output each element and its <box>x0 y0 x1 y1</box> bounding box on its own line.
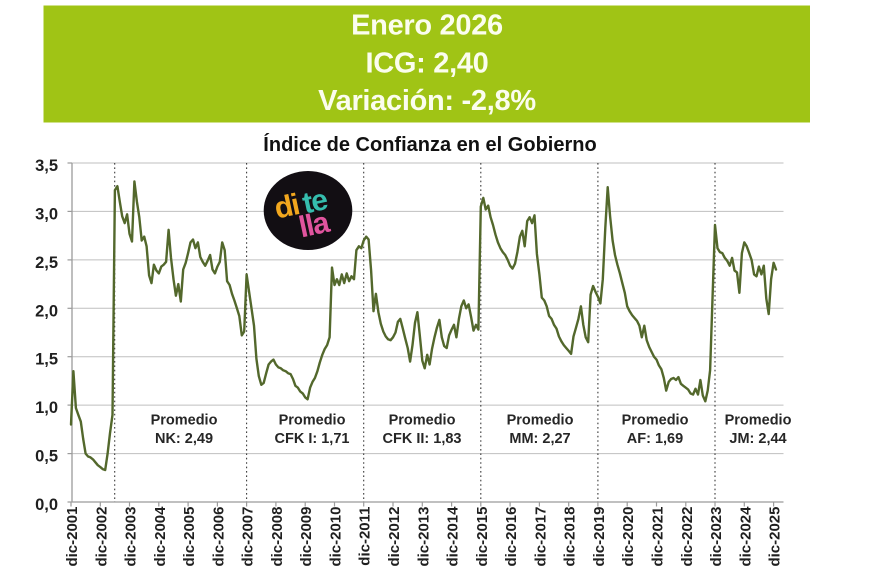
svg-text:dic-2004: dic-2004 <box>152 506 169 567</box>
svg-text:2,0: 2,0 <box>35 302 58 320</box>
svg-text:dic-2003: dic-2003 <box>123 507 140 567</box>
svg-text:dic-2016: dic-2016 <box>503 507 520 567</box>
svg-text:CFK II: 1,83: CFK II: 1,83 <box>383 431 462 447</box>
svg-text:dic-2019: dic-2019 <box>591 507 608 567</box>
svg-text:dic-2008: dic-2008 <box>269 507 286 567</box>
svg-text:dic-2009: dic-2009 <box>298 507 315 567</box>
svg-text:3,5: 3,5 <box>35 157 58 175</box>
svg-text:CFK I: 1,71: CFK I: 1,71 <box>275 431 350 447</box>
svg-text:dic-2011: dic-2011 <box>357 507 374 566</box>
svg-text:Promedio: Promedio <box>725 413 792 429</box>
svg-text:1,0: 1,0 <box>35 399 58 417</box>
svg-text:3,0: 3,0 <box>35 205 58 223</box>
svg-text:dic-2012: dic-2012 <box>386 507 403 567</box>
svg-text:0,0: 0,0 <box>35 496 58 514</box>
svg-text:Promedio: Promedio <box>151 413 218 429</box>
svg-text:dic-2021: dic-2021 <box>650 507 667 567</box>
svg-text:dic-2020: dic-2020 <box>620 507 637 567</box>
svg-text:dic-2024: dic-2024 <box>737 506 754 567</box>
svg-text:Promedio: Promedio <box>279 413 346 429</box>
svg-text:dic-2023: dic-2023 <box>708 507 725 567</box>
svg-text:dic-2013: dic-2013 <box>415 507 432 567</box>
svg-text:dic-2010: dic-2010 <box>328 507 345 567</box>
svg-text:dic-2022: dic-2022 <box>679 507 696 567</box>
svg-text:AF: 1,69: AF: 1,69 <box>627 431 683 447</box>
svg-text:Promedio: Promedio <box>622 413 689 429</box>
svg-text:dic-2002: dic-2002 <box>93 507 110 567</box>
svg-text:dic-2006: dic-2006 <box>210 507 227 567</box>
svg-text:dic-2005: dic-2005 <box>181 507 198 567</box>
svg-text:JM: 2,44: JM: 2,44 <box>729 431 786 447</box>
svg-text:Variación: -2,8%: Variación: -2,8% <box>318 85 536 117</box>
svg-text:dic-2001: dic-2001 <box>64 507 81 567</box>
svg-text:NK: 2,49: NK: 2,49 <box>155 431 213 447</box>
svg-text:MM: 2,27: MM: 2,27 <box>509 431 570 447</box>
svg-text:Promedio: Promedio <box>389 413 456 429</box>
svg-text:dic-2015: dic-2015 <box>474 507 491 567</box>
svg-text:1,5: 1,5 <box>35 351 58 369</box>
svg-text:Enero 2026: Enero 2026 <box>351 10 503 42</box>
svg-text:dic-2018: dic-2018 <box>562 507 579 567</box>
svg-text:dic-2025: dic-2025 <box>767 507 784 567</box>
svg-text:dic-2007: dic-2007 <box>240 507 257 567</box>
svg-text:2,5: 2,5 <box>35 254 58 272</box>
svg-text:Índice de Confianza en el Gobi: Índice de Confianza en el Gobierno <box>263 133 596 156</box>
svg-text:ICG: 2,40: ICG: 2,40 <box>365 48 488 80</box>
svg-text:dic-2014: dic-2014 <box>445 506 462 567</box>
svg-text:Promedio: Promedio <box>507 413 574 429</box>
svg-text:0,5: 0,5 <box>35 448 58 466</box>
svg-text:dic-2017: dic-2017 <box>532 507 549 567</box>
